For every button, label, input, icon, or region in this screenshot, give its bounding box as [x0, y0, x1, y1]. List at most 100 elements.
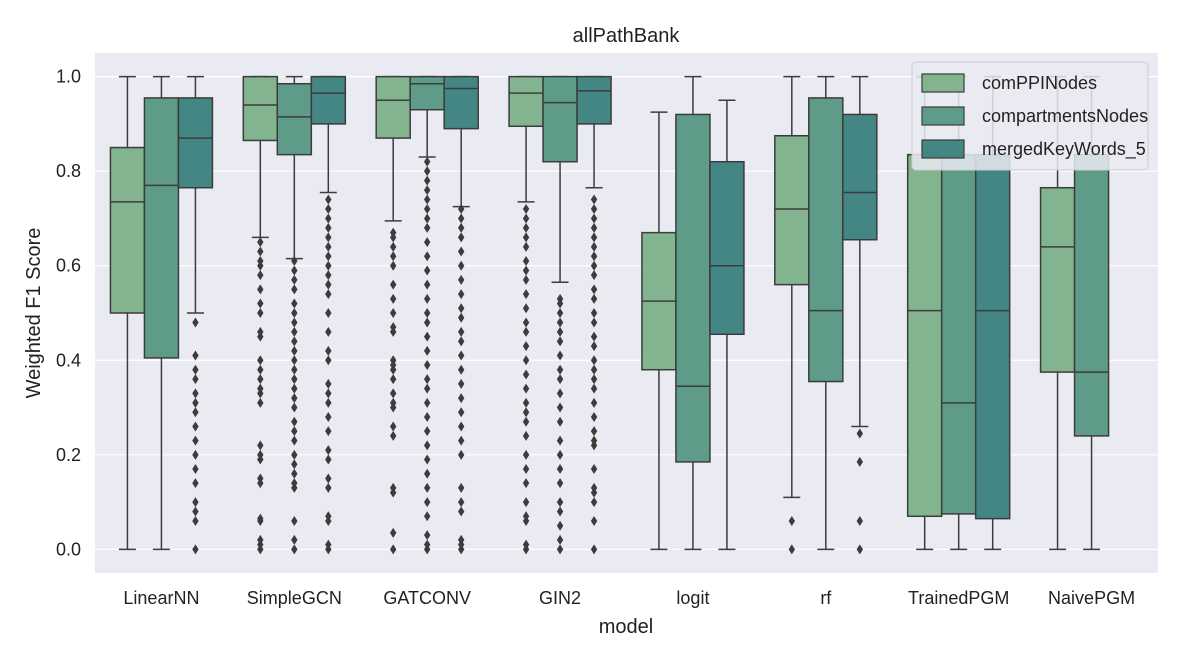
y-tick-label: 0.8 [56, 161, 81, 181]
outlier-point [590, 293, 598, 304]
box-iqr [974, 153, 1011, 520]
outlier-point [291, 308, 298, 318]
outlier-point [556, 350, 564, 361]
outlier-point [423, 156, 431, 167]
outlier-point [325, 539, 332, 550]
box-iqr [143, 97, 180, 359]
outlier-point [291, 326, 298, 337]
outlier-point [590, 270, 598, 281]
outlier-point [325, 279, 332, 290]
outlier-point [590, 544, 598, 555]
outlier-point [423, 317, 431, 328]
x-tick-label: NaivePGM [1048, 588, 1135, 608]
box-mergedKeyWords_5-logit [709, 99, 745, 551]
outlier-point [325, 388, 332, 399]
box-iqr [906, 153, 943, 518]
outlier-point [457, 350, 465, 361]
box-iqr [1039, 186, 1076, 373]
outlier-point [389, 482, 397, 493]
outlier-point [556, 416, 564, 427]
outlier-point [423, 251, 431, 262]
outlier-point [325, 378, 332, 389]
outlier-point [257, 256, 264, 266]
x-tick-label: GIN2 [539, 588, 581, 608]
outlier-point [457, 312, 465, 323]
y-tick-label: 1.0 [56, 67, 81, 87]
legend-swatch [921, 73, 965, 93]
outlier-point [457, 260, 465, 271]
outlier-point [423, 454, 431, 465]
outlier-point [257, 355, 264, 366]
box-iqr [177, 97, 214, 189]
box-compartmentsNodes-TrainedPGM [940, 75, 977, 551]
box-iqr [842, 113, 878, 241]
outlier-point [423, 331, 431, 342]
outlier-point [522, 511, 530, 522]
outlier-point [389, 308, 397, 318]
outlier-point [522, 539, 530, 550]
outlier-point [389, 430, 397, 441]
x-tick-label: LinearNN [123, 588, 199, 608]
outlier-point [556, 388, 564, 399]
box-mergedKeyWords_5-GIN2 [576, 75, 612, 555]
outlier-point [291, 478, 298, 489]
box-iqr [310, 75, 347, 125]
outlier-point [522, 416, 530, 427]
outlier-point [457, 274, 465, 285]
outlier-point [325, 213, 332, 224]
box-comPPINodes-SimpleGCN [242, 75, 279, 555]
x-axis-title: model [599, 616, 653, 638]
outlier-point [257, 246, 264, 257]
outlier-point [423, 185, 431, 196]
outlier-point [389, 421, 397, 432]
outlier-point [423, 530, 431, 541]
outlier-point [590, 222, 598, 233]
outlier-point [389, 322, 397, 333]
outlier-point [590, 435, 598, 446]
outlier-point [389, 227, 397, 238]
outlier-point [590, 482, 598, 493]
outlier-point [522, 204, 530, 214]
outlier-point [522, 478, 530, 489]
outlier-point [389, 388, 397, 399]
outlier-point [556, 435, 564, 446]
outlier-point [257, 440, 264, 451]
outlier-point [325, 260, 332, 271]
outlier-point [291, 534, 298, 545]
outlier-point [389, 241, 397, 252]
outlier-point [325, 445, 332, 456]
outlier-point [325, 232, 332, 243]
outlier-point [325, 397, 332, 408]
outlier-point [389, 544, 397, 555]
outlier-point [257, 308, 264, 318]
outlier-point [457, 497, 465, 508]
box-iqr [1073, 153, 1110, 437]
chart-title: allPathBank [573, 25, 681, 47]
outlier-point [423, 237, 431, 248]
box-iqr [242, 75, 279, 142]
outlier-point [423, 166, 431, 177]
outlier-point [522, 397, 530, 408]
outlier-point [325, 289, 332, 300]
outlier-point [325, 326, 332, 337]
outlier-point [590, 412, 598, 422]
outlier-point [291, 374, 298, 385]
outlier-point [325, 412, 332, 422]
outlier-point [556, 317, 564, 328]
outlier-point [590, 397, 598, 408]
outlier-point [325, 308, 332, 318]
outlier-point [556, 402, 564, 413]
box-comPPINodes-logit [641, 111, 677, 551]
outlier-point [522, 383, 530, 394]
outlier-point [325, 345, 332, 356]
outlier-point [325, 355, 332, 366]
outlier-point [457, 393, 465, 404]
outlier-point [457, 232, 465, 243]
outlier-point [590, 374, 598, 385]
outlier-point [257, 374, 264, 385]
outlier-point [556, 478, 564, 489]
outlier-point [291, 516, 298, 526]
outlier-point [423, 194, 431, 205]
outlier-point [291, 345, 298, 356]
box-comPPINodes-rf [774, 75, 810, 555]
